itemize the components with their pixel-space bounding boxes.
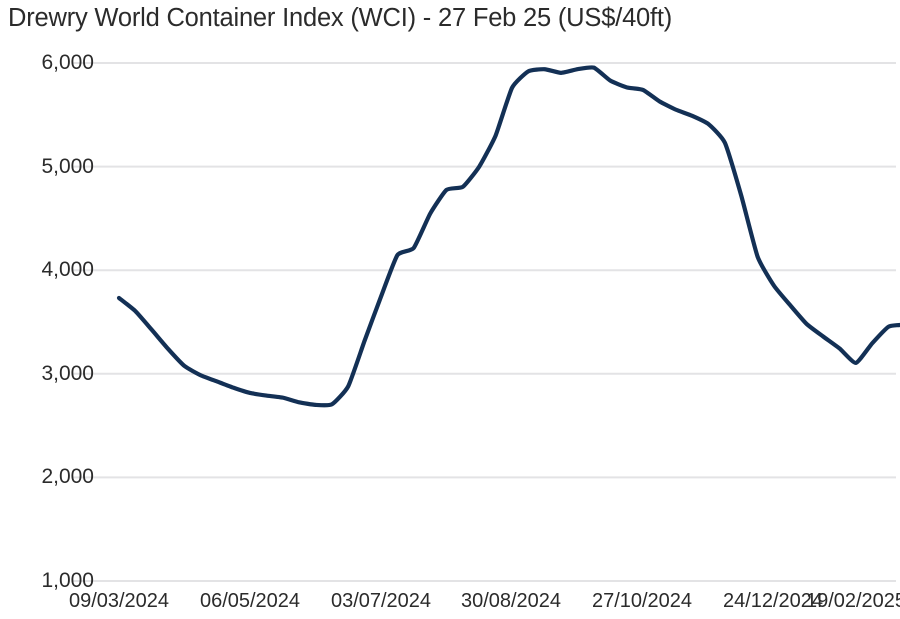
y-axis-tick-label: 3,000 — [41, 361, 94, 385]
x-axis-tick-label: 03/07/2024 — [330, 590, 432, 612]
series-path — [116, 65, 900, 408]
y-axis-tick-label: 2,000 — [41, 465, 94, 489]
x-axis-tick-label: 09/03/2024 — [68, 590, 170, 612]
y-axis-tick-label: 5,000 — [41, 154, 94, 178]
y-axis-tick-label: 1,000 — [41, 569, 94, 592]
chart-title: Drewry World Container Index (WCI) - 27 … — [8, 4, 673, 32]
x-axis-tick-label: 19/02/2025 — [805, 590, 900, 612]
y-axis-tick-label: 6,000 — [41, 51, 94, 74]
x-axis-tick-label: 30/08/2024 — [460, 590, 562, 612]
x-axis: 09/03/2024 06/05/2024 03/07/2024 30/08/2024… — [0, 590, 900, 619]
x-axis-tick-label: 06/05/2024 — [199, 590, 301, 612]
y-axis-tick-label: 4,000 — [41, 258, 94, 282]
y-axis: 6,000 5,000 4,000 3,000 2,000 1,000 — [0, 0, 94, 619]
x-axis-tick-label: 24/12/2024 — [722, 590, 824, 612]
x-axis-tick-label: 27/10/2024 — [591, 590, 693, 612]
